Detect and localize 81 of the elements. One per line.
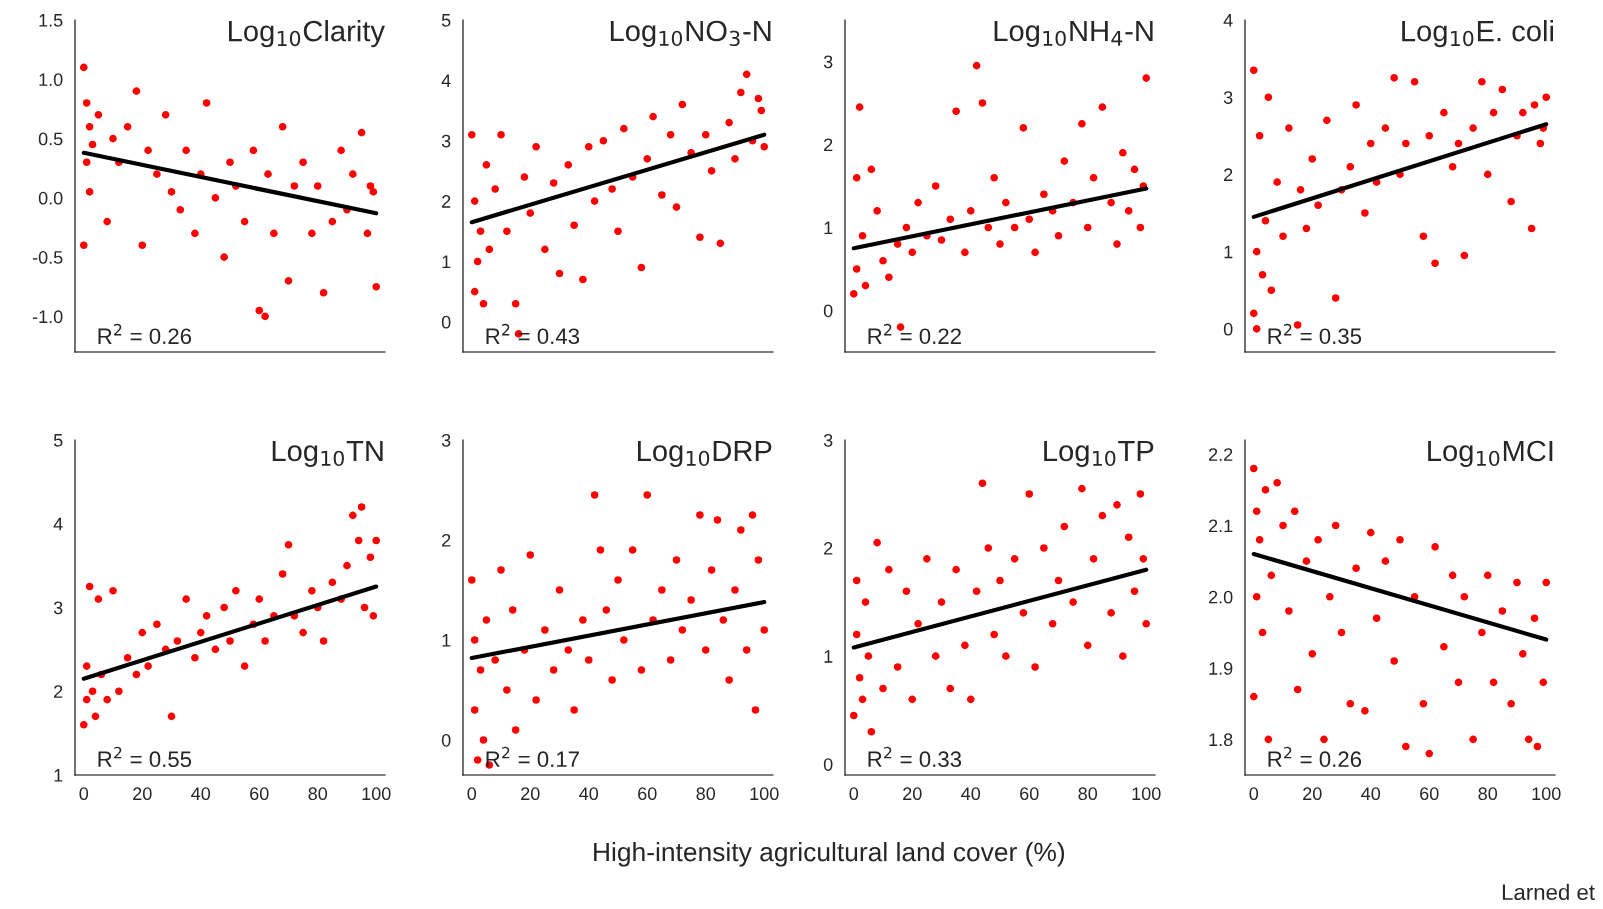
x-tick-label: 80 xyxy=(1078,787,1098,801)
y-tick-label: 0 xyxy=(823,304,833,318)
y-tick-label: 2 xyxy=(442,533,451,547)
x-tick-label: 40 xyxy=(1361,787,1381,801)
chart-title: Log$_{10}$TP xyxy=(1044,440,1154,468)
y-tick-label: 0 xyxy=(823,758,833,771)
y-tick-label: 3 xyxy=(53,601,63,615)
y-tick-label: 1.9 xyxy=(1209,662,1233,675)
annotation: R$^{2}$ = 0.26 xyxy=(98,323,192,345)
y-tick-label: 3 xyxy=(823,55,833,69)
chart-title: Log$_{10}$NO$_{3}$-N xyxy=(610,20,771,48)
y-tick-label: 3 xyxy=(1223,91,1233,104)
y-tick-label: 2 xyxy=(824,138,833,152)
x-tick-label: 20 xyxy=(1303,787,1322,801)
x-tick-label: 40 xyxy=(579,787,599,801)
y-tick-label: 3 xyxy=(823,433,833,447)
y-tick-label: 4 xyxy=(1223,14,1233,27)
y-tick-label: 0.5 xyxy=(38,132,63,146)
x-tick-label: 80 xyxy=(1478,787,1498,801)
x-tick-label: 0 xyxy=(849,787,859,801)
y-tick-label: 3 xyxy=(441,433,451,447)
y-tick-label: 2 xyxy=(54,685,63,698)
x-tick-label: 60 xyxy=(1420,787,1439,801)
y-tick-label: 1 xyxy=(442,634,451,647)
x-tick-label: 100 xyxy=(1132,787,1161,801)
chart-title: Log$_{10}$NH$_{4}$-N xyxy=(994,20,1153,48)
annotation: R$^{2}$ = 0.35 xyxy=(1268,323,1362,345)
x-tick-label: 20 xyxy=(903,787,922,801)
y-tick-label: 1.5 xyxy=(39,14,63,27)
y-tick-label: 0 xyxy=(441,315,451,329)
y-tick-label: 5 xyxy=(441,14,451,27)
y-tick-label: 0 xyxy=(441,733,451,747)
annotation: R$^{2}$ = 0.33 xyxy=(868,746,962,768)
x-tick-label: 80 xyxy=(308,787,328,801)
annotation: R$^{2}$ = 0.17 xyxy=(486,746,579,768)
text: Larned et xyxy=(1502,883,1595,901)
y-tick-label: 1 xyxy=(442,255,451,268)
y-tick-label: 1.8 xyxy=(1209,733,1233,747)
y-tick-label: 1 xyxy=(824,650,833,663)
y-tick-label: 2 xyxy=(824,542,833,555)
chart-title: Log$_{10}$TN xyxy=(272,440,383,468)
x-tick-label: 0 xyxy=(79,787,89,801)
y-tick-label: 2.1 xyxy=(1209,519,1233,533)
y-tick-label: 1 xyxy=(1224,245,1233,259)
x-tick-label: 60 xyxy=(250,787,269,801)
y-tick-label: 1 xyxy=(54,769,63,782)
chart-title: Log$_{10}$DRP xyxy=(638,440,772,468)
annotation: R$^{2}$ = 0.22 xyxy=(868,323,961,345)
x-tick-label: 100 xyxy=(750,787,779,801)
x-tick-label: 20 xyxy=(521,787,540,801)
x-tick-label: 0 xyxy=(1249,787,1259,801)
y-tick-label: 2.0 xyxy=(1209,590,1233,604)
y-tick-label: 1.0 xyxy=(39,73,63,87)
x-axis-title: High-intensity agricultural land cover (%) xyxy=(594,842,1065,867)
annotation: R$^{2}$ = 0.55 xyxy=(98,746,192,768)
y-tick-label: 2.2 xyxy=(1209,448,1233,461)
annotation: R$^{2}$ = 0.43 xyxy=(486,323,580,345)
y-tick-label: 2 xyxy=(1224,168,1233,181)
x-tick-label: 60 xyxy=(1020,787,1039,801)
chart-title: Log$_{10}$MCI xyxy=(1428,440,1553,468)
chart-title: Log$_{10}$E. coli xyxy=(1402,20,1554,48)
y-tick-label: 4 xyxy=(441,74,451,87)
y-tick-label: 0.0 xyxy=(38,191,63,205)
y-tick-label: 4 xyxy=(53,517,63,531)
y-tick-label: 2 xyxy=(442,195,451,208)
x-tick-label: 40 xyxy=(191,787,211,801)
x-tick-label: 20 xyxy=(133,787,152,801)
y-tick-label: -1.0 xyxy=(32,310,63,324)
annotation: R$^{2}$ = 0.26 xyxy=(1268,746,1362,768)
x-tick-label: 60 xyxy=(638,787,657,801)
y-tick-label: -0.5 xyxy=(32,251,63,264)
x-tick-label: 100 xyxy=(1532,787,1561,801)
y-tick-label: 1 xyxy=(824,221,833,235)
x-tick-label: 80 xyxy=(696,787,716,801)
x-tick-label: 0 xyxy=(467,787,477,801)
chart-title: Log$_{10}$Clarity xyxy=(229,20,385,48)
y-tick-label: 0 xyxy=(1223,322,1233,336)
y-tick-label: 5 xyxy=(53,434,63,447)
x-tick-label: 100 xyxy=(362,787,391,801)
x-tick-label: 40 xyxy=(961,787,981,801)
y-tick-label: 3 xyxy=(441,134,451,148)
